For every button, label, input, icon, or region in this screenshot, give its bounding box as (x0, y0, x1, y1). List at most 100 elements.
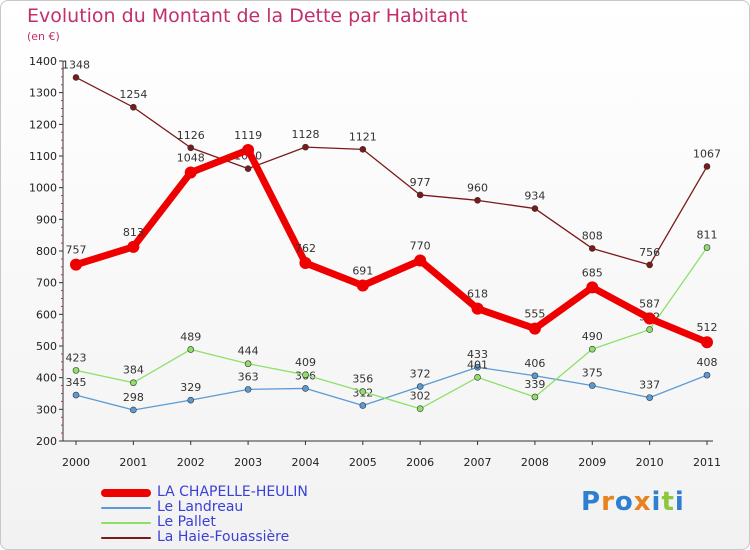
legend-item: LA CHAPELLE-HEULIN (101, 485, 308, 500)
data-point (416, 191, 424, 199)
data-label: 423 (66, 351, 87, 364)
data-point (474, 363, 481, 371)
data-label: 444 (238, 345, 259, 358)
y-tick-label: 600 (36, 308, 57, 321)
data-label: 757 (66, 244, 87, 257)
data-point (302, 385, 309, 392)
data-label: 960 (467, 181, 488, 194)
y-tick-label: 200 (36, 435, 57, 448)
data-point (187, 396, 195, 404)
logo-letter: r (601, 487, 615, 517)
data-point (299, 257, 312, 270)
data-point (187, 346, 195, 353)
data-point (244, 165, 252, 172)
data-point (588, 245, 596, 252)
legend-label: Le Landreau (157, 499, 244, 515)
data-label: 808 (582, 229, 603, 242)
data-label: 329 (180, 381, 201, 394)
data-point (703, 244, 711, 251)
logo-letter: x (633, 487, 652, 517)
legend-item: Le Landreau (101, 500, 308, 515)
data-point (127, 240, 140, 253)
y-tick-label: 800 (36, 245, 57, 258)
data-point (130, 103, 137, 111)
data-point (703, 371, 711, 379)
data-label: 813 (123, 226, 144, 239)
y-tick-label: 1400 (29, 55, 57, 68)
data-point (244, 386, 252, 393)
data-label: 811 (697, 229, 718, 242)
legend-item: Le Pallet (101, 515, 308, 530)
data-label: 587 (639, 297, 660, 310)
x-tick-label: 2010 (636, 456, 664, 469)
data-point (72, 391, 80, 399)
data-label: 401 (467, 358, 488, 371)
data-point (359, 388, 367, 395)
data-label: 1067 (693, 147, 721, 160)
legend-label: Le Pallet (157, 514, 216, 530)
data-label: 770 (410, 240, 431, 253)
data-point (646, 326, 653, 333)
x-tick-label: 2007 (464, 456, 492, 469)
data-point (359, 146, 367, 153)
data-label: 406 (524, 357, 545, 370)
data-label: 762 (295, 242, 316, 255)
data-point (72, 74, 80, 81)
y-tick-label: 1200 (29, 118, 57, 131)
y-tick-label: 1000 (29, 182, 57, 195)
data-point (531, 393, 539, 401)
data-point (359, 402, 367, 409)
data-point (130, 379, 137, 387)
data-point (70, 258, 82, 271)
chart-title: Evolution du Montant de la Dette par Hab… (27, 5, 468, 27)
legend-swatch (101, 488, 151, 497)
data-label: 555 (524, 308, 545, 321)
data-label: 934 (524, 190, 545, 203)
y-tick-label: 900 (36, 213, 57, 226)
chart-legend: LA CHAPELLE-HEULIN Le Landreau Le Pallet La… (101, 485, 308, 545)
data-label: 1348 (62, 58, 90, 71)
data-label: 1119 (234, 129, 262, 142)
legend-swatch (101, 506, 151, 509)
data-point (646, 261, 653, 269)
data-label: 691 (352, 265, 373, 278)
data-label: 490 (582, 330, 603, 343)
logo-letter: i (674, 487, 685, 517)
data-point (416, 383, 424, 390)
x-tick-label: 2009 (578, 456, 606, 469)
x-tick-label: 2002 (177, 456, 205, 469)
series-line (75, 246, 708, 410)
data-label: 375 (582, 367, 603, 380)
data-label: 756 (639, 246, 660, 259)
data-label: 302 (410, 390, 431, 403)
data-point (471, 302, 484, 315)
data-label: 1254 (119, 88, 147, 101)
data-label: 489 (180, 330, 201, 343)
x-tick-label: 2005 (349, 456, 377, 469)
logo-letter: P (581, 487, 602, 517)
data-point (416, 405, 424, 413)
series-line (75, 366, 708, 411)
data-label: 1128 (291, 128, 319, 141)
y-tick-label: 700 (36, 277, 57, 290)
data-point (703, 163, 711, 170)
data-point (72, 367, 80, 374)
series-line (75, 76, 708, 266)
logo-letter: o (614, 487, 634, 517)
data-point (187, 144, 195, 152)
data-label: 345 (66, 376, 87, 389)
x-tick-label: 2003 (234, 456, 262, 469)
data-point (643, 312, 656, 325)
legend-item: La Haie-Fouassière (101, 530, 308, 545)
data-point (302, 143, 309, 151)
data-label: 409 (295, 356, 316, 369)
y-tick-label: 1300 (29, 87, 57, 100)
data-label: 1126 (177, 129, 205, 142)
data-point (356, 279, 369, 292)
series-line (72, 146, 711, 346)
data-label: 298 (123, 391, 144, 404)
data-point (701, 336, 713, 349)
data-label: 512 (697, 321, 718, 334)
data-point (588, 382, 596, 389)
data-label: 337 (639, 379, 660, 392)
